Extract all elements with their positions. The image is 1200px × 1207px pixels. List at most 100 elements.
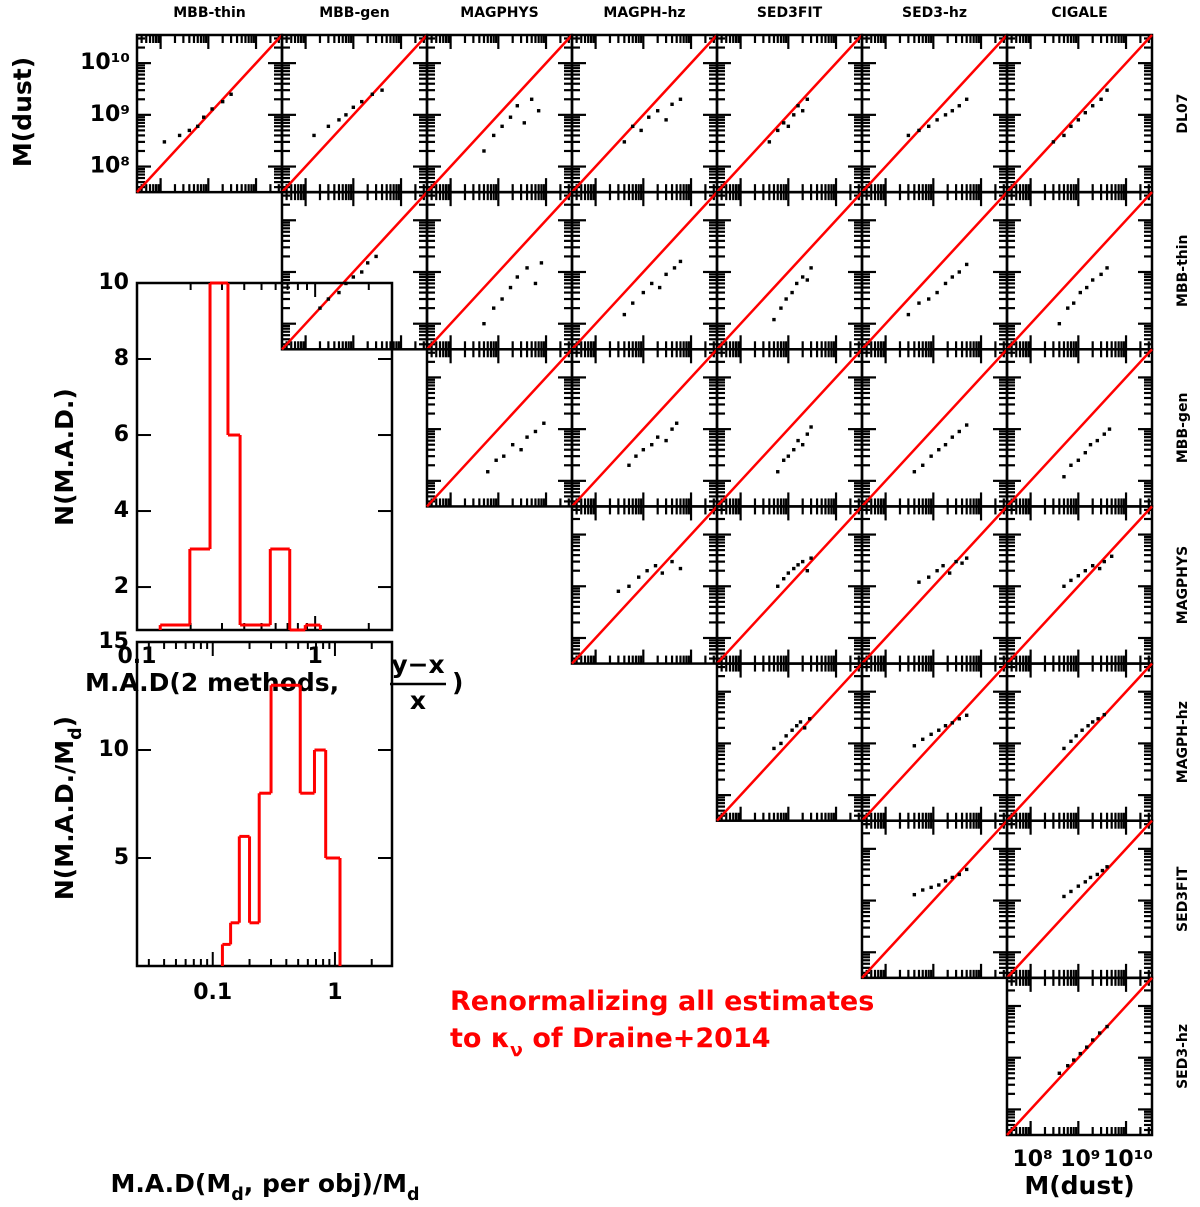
data-point (941, 563, 945, 568)
data-point (641, 290, 646, 295)
one-to-one-line (861, 819, 1008, 979)
data-point (326, 297, 331, 301)
data-point (1076, 884, 1081, 888)
row-title: MBB-gen (1175, 393, 1191, 464)
data-point (795, 281, 799, 286)
one-to-one-line (1006, 819, 1153, 979)
x-axis-label: x (410, 686, 426, 715)
data-point (809, 425, 813, 429)
data-point (927, 575, 931, 579)
data-point (943, 724, 948, 728)
one-to-one-line (1006, 191, 1153, 351)
data-point (795, 724, 799, 728)
text-part: N(M.A.D./M (50, 740, 79, 900)
column-title: MBB-thin (173, 5, 246, 21)
data-point (533, 429, 538, 434)
data-point (380, 88, 384, 92)
data-point (786, 124, 791, 129)
one-to-one-line (571, 348, 718, 508)
x-tick-label: 1 (307, 644, 322, 669)
data-point (639, 128, 643, 133)
data-point (374, 254, 378, 259)
one-to-one-line (716, 191, 863, 351)
x-tick-label: 0.1 (193, 980, 232, 1005)
data-point (921, 737, 925, 742)
data-point (957, 872, 961, 877)
data-point (508, 115, 513, 119)
data-point (784, 297, 788, 301)
y-tick-label: 10⁹ (90, 102, 130, 127)
data-point (536, 109, 541, 113)
data-point (326, 124, 331, 129)
x-tick-label: 10¹⁰ (1103, 1147, 1153, 1172)
row-title: SED3FIT (1175, 866, 1191, 932)
data-point (1097, 1031, 1102, 1035)
one-to-one-line (571, 505, 718, 665)
data-point (1076, 118, 1081, 122)
data-point (1076, 574, 1081, 578)
data-point (344, 113, 348, 117)
data-point (937, 883, 941, 887)
data-point (631, 301, 635, 305)
data-point (500, 297, 504, 301)
column-title: MBB-gen (319, 5, 390, 21)
data-point (1095, 872, 1100, 877)
plot-frame (135, 281, 394, 632)
data-point (947, 571, 952, 575)
data-point (177, 133, 182, 138)
data-point (533, 281, 538, 286)
text-part: M.A.D(M (111, 1169, 232, 1198)
data-point (1062, 584, 1066, 588)
data-point (917, 128, 921, 133)
data-point (622, 140, 627, 144)
data-point (1096, 717, 1100, 721)
one-to-one-line (716, 662, 863, 822)
data-point (678, 566, 683, 571)
data-point (1069, 463, 1073, 467)
data-point (964, 556, 969, 560)
data-point (653, 563, 658, 568)
data-point (664, 438, 668, 443)
data-point (800, 559, 805, 564)
data-point (807, 717, 812, 721)
y-tick-label: 5 (114, 845, 129, 870)
data-point (772, 317, 776, 322)
data-point (782, 458, 786, 462)
data-point (508, 285, 513, 290)
data-point (210, 107, 214, 111)
y-axis-label: N(M.A.D.) (50, 388, 79, 526)
data-point (796, 104, 800, 108)
data-point (492, 133, 496, 138)
data-point (360, 270, 364, 274)
text-part: N(M.A.D.) (50, 388, 79, 526)
data-point (525, 266, 529, 270)
data-point (1083, 569, 1087, 573)
data-point (906, 312, 911, 317)
one-to-one-line (426, 348, 573, 508)
data-point (1062, 894, 1066, 899)
one-to-one-line (716, 34, 863, 193)
data-point (482, 321, 486, 326)
y-tick-label: 10 (98, 737, 129, 762)
one-to-one-line (1006, 505, 1153, 665)
data-point (1097, 566, 1102, 571)
data-point (800, 109, 805, 113)
data-point (1088, 442, 1093, 447)
one-to-one-line (571, 191, 718, 351)
y-axis-label: M(dust) (8, 57, 37, 167)
data-point (964, 867, 969, 872)
data-point (660, 571, 665, 575)
data-point (921, 463, 925, 467)
subscript: d (231, 1185, 244, 1205)
x-axis-label: M.A.D(Md, per obj)/Md (111, 1169, 420, 1205)
data-point (670, 102, 674, 106)
data-point (1085, 285, 1089, 290)
subscript: d (66, 727, 86, 740)
data-point (1078, 290, 1083, 295)
data-point (1102, 432, 1106, 436)
one-to-one-line (1006, 977, 1153, 1136)
data-point (351, 275, 356, 279)
data-point (1069, 739, 1073, 743)
data-point (957, 429, 961, 434)
